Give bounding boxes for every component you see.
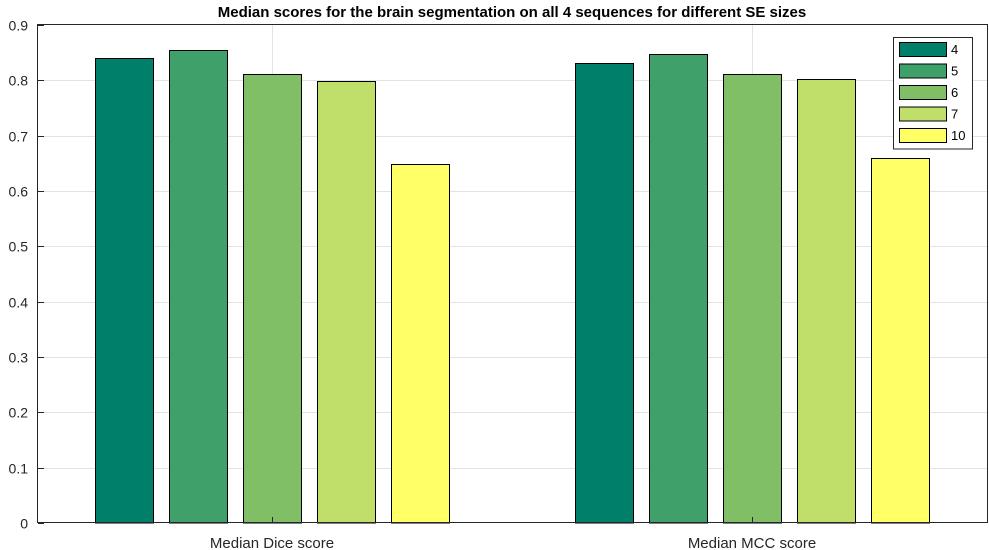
y-tick-label: 0.9: [9, 18, 29, 34]
y-tick-label: 0.7: [9, 129, 29, 145]
bar: [95, 58, 154, 524]
x-tick-label: Median Dice score: [210, 535, 334, 550]
bar: [871, 158, 930, 524]
legend-swatch: [899, 63, 947, 79]
bar: [243, 74, 302, 524]
y-tick-label: 0.1: [9, 461, 29, 477]
legend-label: 6: [951, 85, 958, 100]
y-tick-label: 0.6: [9, 184, 29, 200]
legend-swatch: [899, 42, 947, 57]
chart-title: Median scores for the brain segmentation…: [218, 4, 807, 21]
legend-swatch: [899, 106, 947, 122]
legend-label: 7: [951, 107, 958, 122]
y-tick-label: 0.5: [9, 239, 29, 255]
y-tick-label: 0.8: [9, 73, 29, 89]
bar: [391, 164, 450, 524]
y-tick-label: 0.4: [9, 295, 29, 311]
legend-label: 10: [951, 128, 965, 143]
y-tick-label: 0.2: [9, 405, 29, 421]
legend-swatch: [899, 85, 947, 100]
bar: [649, 54, 708, 524]
legend-swatch: [899, 128, 947, 143]
x-tick-label: Median MCC score: [688, 535, 816, 550]
y-tick-label: 0.3: [9, 350, 29, 366]
bar: [723, 74, 782, 524]
bar: [169, 50, 228, 524]
axes-frame: [37, 24, 988, 523]
bar: [797, 79, 856, 524]
y-axis: 0 0.1 0.2 0.3 0.4 0.5 0.6 0.7 0.8 0.9: [9, 18, 44, 532]
legend-label: 4: [951, 42, 958, 57]
y-tick-label: 0: [20, 516, 28, 532]
legend-label: 5: [951, 64, 958, 79]
x-axis: Median Dice score Median MCC score: [210, 517, 816, 550]
bar: [317, 81, 376, 524]
bars: [95, 50, 930, 524]
legend: 4 5 6 7 10: [893, 37, 973, 150]
bar: [575, 63, 634, 524]
